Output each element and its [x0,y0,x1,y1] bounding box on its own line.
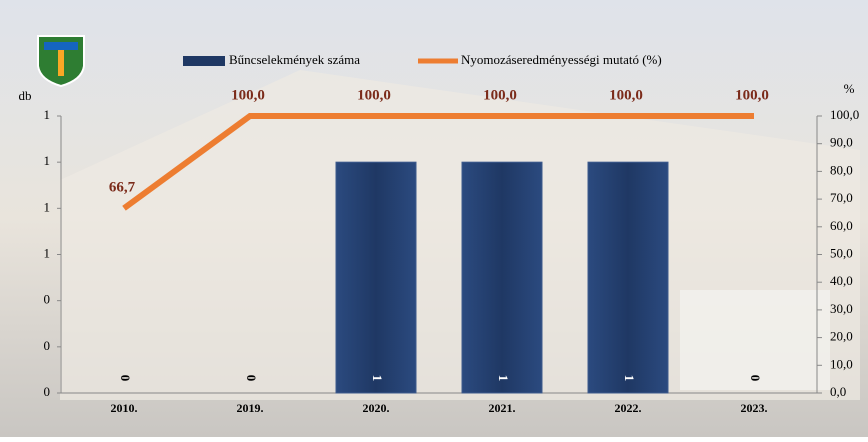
x-tick-label: 2010. [111,401,138,415]
legend-swatch-bar [183,56,225,66]
bar-value-label: 1 [496,375,511,382]
y2-tick-label: 70,0 [830,190,853,205]
bar [336,162,416,393]
y-tick-label: 1 [44,107,51,122]
bar-value-label: 0 [748,375,763,382]
y2-tick-label: 50,0 [830,245,853,260]
bar-value-label: 0 [118,375,133,382]
y2-tick-label: 40,0 [830,273,853,288]
y2-tick-label: 60,0 [830,218,853,233]
y2-tick-label: 80,0 [830,162,853,177]
line-value-label: 100,0 [735,87,769,103]
y2-tick-label: 0,0 [830,384,846,399]
y2-tick-label: 100,0 [830,107,859,122]
line-value-label: 66,7 [109,180,136,196]
chart: Bűncselekmények száma Nyomozáseredményes… [0,0,868,437]
line-value-label: 100,0 [609,87,643,103]
x-tick-label: 2019. [237,401,264,415]
line-value-label: 100,0 [231,87,265,103]
bar-value-label: 1 [622,375,637,382]
y2-tick-label: 20,0 [830,329,853,344]
y-tick-label: 1 [44,245,51,260]
y2-axis-label: % [844,81,855,96]
bar-value-label: 1 [370,375,385,382]
x-tick-label: 2020. [363,401,390,415]
line-value-label: 100,0 [483,87,517,103]
y2-tick-label: 30,0 [830,301,853,316]
y-tick-label: 0 [44,338,51,353]
bar [588,162,668,393]
y-tick-label: 0 [44,292,51,307]
line-value-label: 100,0 [357,87,391,103]
x-tick-label: 2023. [741,401,768,415]
y2-tick-label: 10,0 [830,356,853,371]
bar [462,162,542,393]
logo [38,36,84,86]
x-tick-label: 2022. [615,401,642,415]
legend-label: Bűncselekmények száma [229,52,360,67]
legend-label: Nyomozáseredményességi mutató (%) [461,52,662,67]
bar-value-label: 0 [244,375,259,382]
y-axis-label: db [19,88,32,103]
x-tick-label: 2021. [489,401,516,415]
y-tick-label: 1 [44,153,51,168]
y2-tick-label: 90,0 [830,135,853,150]
y-tick-label: 1 [44,199,51,214]
y-tick-label: 0 [44,384,51,399]
